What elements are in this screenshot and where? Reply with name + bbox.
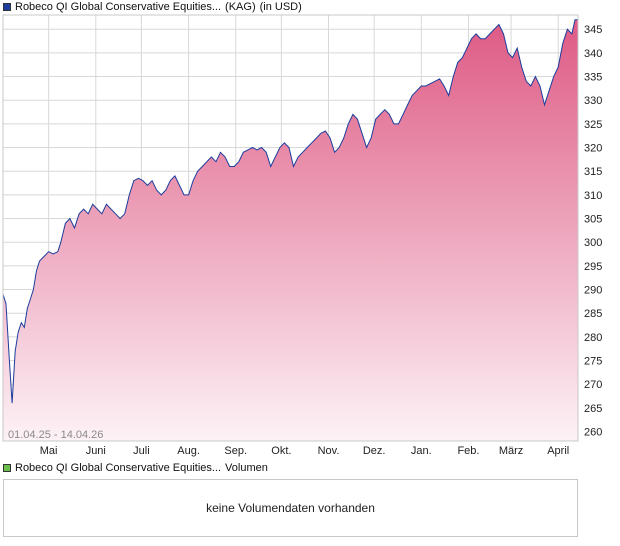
- y-axis: 260 265 270 275 280 285 290 295 300 305 310 315 320 3…: [584, 24, 602, 438]
- volume-legend-label: Robeco QI Global Conservative Equities..…: [15, 462, 222, 474]
- y-tick-label: 330: [584, 95, 602, 107]
- y-tick-label: 315: [584, 166, 602, 178]
- x-tick-label: Aug.: [177, 445, 200, 457]
- volume-legend-swatch: [3, 464, 11, 472]
- y-tick-label: 310: [584, 190, 602, 202]
- y-tick-label: 335: [584, 72, 602, 84]
- y-tick-label: 345: [584, 24, 602, 36]
- y-tick-label: 265: [584, 403, 602, 415]
- x-tick-label: Feb.: [457, 445, 479, 457]
- volume-panel: keine Volumendaten vorhanden: [3, 479, 578, 537]
- x-tick-label: Sep.: [224, 445, 247, 457]
- date-range-label: 01.04.25 - 14.04.26: [8, 429, 103, 441]
- y-tick-label: 295: [584, 261, 602, 273]
- price-line: [3, 19, 578, 404]
- x-tick-label: Jan.: [411, 445, 432, 457]
- y-tick-label: 300: [584, 237, 602, 249]
- y-tick-label: 270: [584, 379, 602, 391]
- x-tick-label: April: [547, 445, 569, 457]
- plot-frame: [2, 14, 579, 442]
- x-tick-label: Okt.: [271, 445, 291, 457]
- y-tick-label: 260: [584, 427, 602, 439]
- volume-empty-message: keine Volumendaten vorhanden: [206, 501, 375, 515]
- y-tick-label: 320: [584, 143, 602, 155]
- price-legend-swatch: [3, 3, 11, 11]
- y-tick-label: 305: [584, 214, 602, 226]
- price-chart: 260 265 270 275 280 285 290 295 300 305 310 315 320 3…: [2, 14, 602, 457]
- y-tick-label: 285: [584, 308, 602, 320]
- y-tick-label: 340: [584, 48, 602, 60]
- y-tick-label: 325: [584, 119, 602, 131]
- x-tick-label: Juni: [86, 445, 106, 457]
- x-tick-label: Mai: [40, 445, 58, 457]
- x-axis: Mai Juni Juli Aug. Sep. Okt. Nov. Dez. Jan. Feb. M…: [40, 445, 569, 457]
- y-tick-label: 290: [584, 285, 602, 297]
- volume-legend-suffix: Volumen: [225, 462, 268, 474]
- x-tick-label: Juli: [133, 445, 150, 457]
- price-legend-unit: (KAG): [225, 1, 256, 13]
- y-tick-label: 275: [584, 356, 602, 368]
- volume-legend: Robeco QI Global Conservative Equities..…: [3, 461, 268, 475]
- price-legend-currency: (in USD): [259, 1, 302, 13]
- y-tick-label: 280: [584, 332, 602, 344]
- price-legend: Robeco QI Global Conservative Equities..…: [3, 0, 302, 14]
- x-tick-label: Nov.: [318, 445, 340, 457]
- x-tick-label: März: [499, 445, 523, 457]
- x-tick-label: Dez.: [363, 445, 386, 457]
- price-area: [3, 19, 578, 441]
- price-legend-label: Robeco QI Global Conservative Equities..…: [15, 1, 222, 13]
